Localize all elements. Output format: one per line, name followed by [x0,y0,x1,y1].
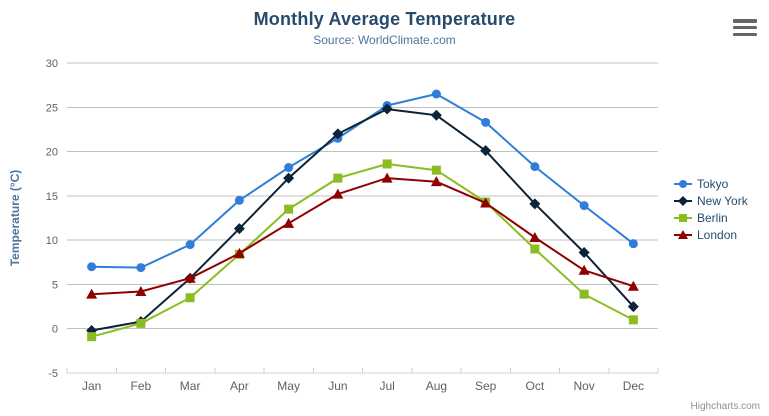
diamond-marker[interactable] [627,301,639,313]
triangle-marker[interactable] [332,188,344,199]
triangle-marker[interactable] [86,288,98,299]
y-axis-title: Temperature (°C) [8,169,22,267]
circle-marker[interactable] [234,195,244,205]
triangle-marker[interactable] [627,280,639,291]
x-axis-tick-label: Aug [426,379,447,393]
x-axis-tick-label: Sep [475,379,497,393]
legend-label: New York [697,193,748,208]
triangle-marker[interactable] [430,176,442,187]
triangle-marker[interactable] [678,229,688,239]
x-axis-tick-label: Dec [623,379,644,393]
circle-marker[interactable] [679,179,687,188]
y-axis-tick-label: 20 [46,147,58,159]
diamond-marker[interactable] [480,145,492,157]
series-berlin-line[interactable] [90,163,635,338]
legend-item-new-york[interactable]: New York [674,192,748,209]
hamburger-icon [733,32,757,36]
triangle-marker[interactable] [480,197,492,208]
diamond-marker[interactable] [332,128,344,140]
y-axis-tick-label: 0 [52,324,58,336]
diamond-marker[interactable] [578,247,590,259]
diamond-marker[interactable] [529,198,541,210]
diamond-marker[interactable] [678,195,688,206]
x-axis-tick-label: Mar [180,379,201,393]
circle-marker[interactable] [579,201,589,211]
square-marker[interactable] [87,332,97,342]
circle-legend-icon [674,179,692,188]
y-axis-tick-label: 15 [46,191,58,203]
x-axis-tick-label: Oct [526,379,545,393]
triangle-marker[interactable] [381,172,393,183]
triangle-marker[interactable] [283,217,295,228]
x-axis-tick-label: Jun [328,379,347,393]
circle-marker[interactable] [481,117,491,127]
circle-marker[interactable] [284,163,294,173]
square-marker[interactable] [628,315,638,325]
circle-marker[interactable] [136,263,146,273]
series-tokyo-line[interactable] [90,93,635,269]
legend-item-tokyo[interactable]: Tokyo [674,175,748,192]
square-legend-icon [674,213,692,222]
y-axis-tick-label: -5 [48,368,58,380]
chart-title: Monthly Average Temperature [253,9,516,29]
square-marker[interactable] [136,318,146,328]
circle-marker[interactable] [87,262,97,272]
x-axis-tick-label: Jul [379,379,394,393]
square-marker[interactable] [431,165,441,175]
legend: Tokyo New York Berlin London [674,175,748,243]
series-new-york-line[interactable] [90,108,635,332]
x-axis-tick-label: May [277,379,300,393]
y-axis-tick-label: 10 [46,235,58,247]
triangle-marker[interactable] [233,247,245,258]
diamond-marker[interactable] [430,109,442,121]
diamond-marker[interactable] [283,172,295,184]
diamond-marker[interactable] [233,223,245,235]
chart-subtitle: Source: WorldClimate.com [313,33,456,47]
square-marker[interactable] [579,289,589,299]
x-axis-tick-label: Nov [573,379,594,393]
y-axis-tick-label: 25 [46,102,58,114]
circle-marker[interactable] [431,89,441,99]
series-london-line[interactable] [90,177,635,296]
diamond-marker[interactable] [381,103,393,115]
y-axis-tick-label: 30 [46,58,58,70]
triangle-marker[interactable] [135,286,147,297]
triangle-marker[interactable] [184,272,196,283]
circle-marker[interactable] [628,239,638,249]
legend-item-berlin[interactable]: Berlin [674,209,748,226]
circle-marker[interactable] [530,162,540,172]
x-axis-tick-label: Jan [82,379,101,393]
triangle-marker[interactable] [578,264,590,275]
legend-item-london[interactable]: London [674,226,748,243]
series-tokyo [87,89,638,273]
square-marker[interactable] [185,293,195,303]
series-london [86,172,639,299]
circle-marker[interactable] [185,240,195,250]
triangle-marker[interactable] [529,231,541,242]
diamond-legend-icon [674,195,692,206]
legend-label: London [697,227,738,242]
series-new-york [86,103,639,336]
hamburger-icon [733,19,757,23]
legend-label: Tokyo [697,176,729,191]
export-menu-button[interactable] [733,19,757,36]
y-axis-tick-label: 5 [52,279,58,291]
square-marker[interactable] [382,159,392,169]
x-axis-tick-label: Feb [131,379,152,393]
x-axis-tick-label: Apr [230,379,249,393]
credits-link[interactable]: Highcharts.com [690,401,760,412]
hamburger-icon [733,25,757,30]
square-marker[interactable] [530,244,540,254]
square-marker[interactable] [679,213,687,222]
legend-label: Berlin [697,210,728,225]
square-marker[interactable] [284,204,294,214]
triangle-legend-icon [674,229,692,239]
square-marker[interactable] [333,173,343,183]
